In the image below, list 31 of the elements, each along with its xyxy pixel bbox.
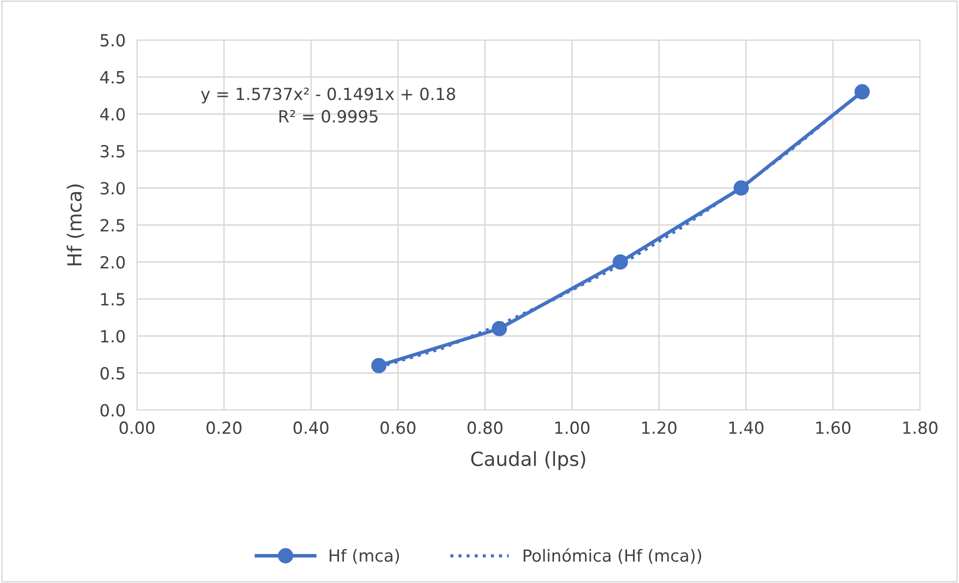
y-tick-label: 0.0 [100, 404, 125, 417]
y-tick-label: 4.0 [100, 108, 125, 121]
y-tick-label: 5.0 [100, 34, 125, 47]
y-tick-label: 1.5 [101, 293, 124, 306]
x-tick-label: 1.80 [903, 421, 938, 434]
x-tick-label: 0.00 [120, 421, 154, 434]
x-tick-label: 0.40 [294, 421, 328, 434]
point [492, 320, 507, 336]
x-tick-label: 0.20 [206, 421, 242, 434]
point [612, 254, 628, 270]
y-tick-label: 1.0 [101, 330, 125, 343]
y-tick-label: 2.0 [100, 256, 125, 269]
x-axis-title: Caudal (lps) [471, 451, 586, 470]
legend-label: Hf (mca) [330, 548, 399, 564]
point [734, 180, 749, 196]
annotation: y = 1.5737x² - 0.1491x + 0.18 R² = 0.9995 [201, 88, 456, 123]
x-tick-label: 1.00 [555, 421, 590, 434]
y-tick-label: 3.0 [100, 182, 125, 195]
x-tick-label: 1.40 [729, 421, 764, 434]
y-tick-label: 4.5 [100, 71, 124, 84]
point [854, 84, 870, 100]
x-tick-label: 1.20 [642, 421, 676, 434]
x-tick-label: 0.60 [380, 421, 416, 434]
y-tick-label: 0.5 [100, 366, 124, 380]
y-tick-label: 3.5 [100, 144, 124, 158]
point [371, 358, 386, 374]
x-tick-label: 0.80 [468, 421, 502, 434]
y-axis-title: Hf (mca) [66, 184, 84, 266]
x-tick-label: 1.60 [816, 421, 850, 434]
y-tick-label: 2.5 [100, 218, 124, 232]
legend-label: Polinómica (Hf (mca)) [524, 548, 702, 564]
